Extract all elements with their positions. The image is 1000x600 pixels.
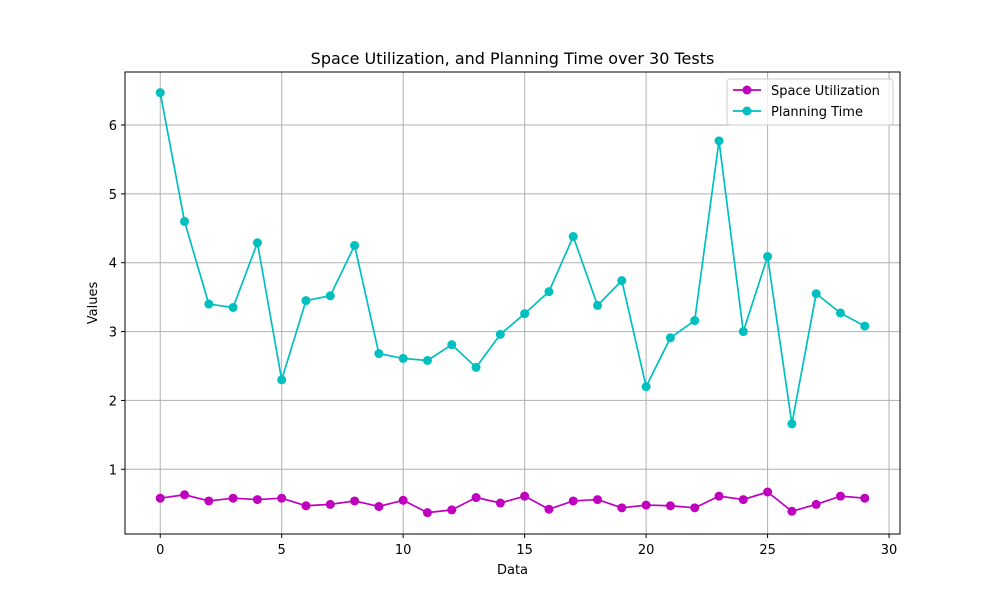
data-point-space-utilization: [593, 495, 603, 505]
chart-title: Space Utilization, and Planning Time ove…: [311, 49, 715, 68]
data-point-space-utilization: [860, 493, 870, 503]
data-point-space-utilization: [835, 491, 845, 501]
legend-box: [726, 78, 894, 126]
data-point-space-utilization: [471, 493, 481, 503]
y-tick-label: 3: [109, 326, 117, 341]
data-point-space-utilization: [325, 499, 335, 509]
data-point-space-utilization: [350, 496, 360, 506]
data-point-space-utilization: [690, 503, 700, 513]
data-point-planning-time: [180, 216, 190, 226]
data-point-space-utilization: [520, 491, 530, 501]
legend-label-planning-time: Planning Time: [771, 105, 863, 120]
data-point-space-utilization: [204, 496, 214, 506]
data-point-planning-time: [422, 355, 432, 365]
legend-marker-space-utilization: [742, 85, 752, 95]
data-point-space-utilization: [228, 493, 238, 503]
data-point-space-utilization: [301, 501, 311, 511]
data-point-planning-time: [398, 353, 408, 363]
y-tick-label: 5: [109, 188, 117, 203]
y-tick-label: 1: [109, 463, 117, 478]
data-point-planning-time: [301, 296, 311, 306]
y-tick-label: 4: [109, 257, 117, 272]
data-point-planning-time: [277, 375, 287, 385]
data-point-planning-time: [155, 88, 165, 98]
data-series: [155, 88, 870, 518]
data-point-planning-time: [714, 136, 724, 146]
plot-frame: [124, 71, 901, 535]
x-tick-label: 5: [278, 543, 286, 558]
y-tick-label: 6: [109, 119, 117, 134]
data-point-planning-time: [787, 419, 797, 429]
data-point-space-utilization: [374, 501, 384, 511]
data-point-planning-time: [325, 291, 335, 301]
data-point-space-utilization: [568, 496, 578, 506]
data-point-space-utilization: [447, 505, 457, 515]
data-point-planning-time: [860, 321, 870, 331]
data-point-space-utilization: [422, 508, 432, 518]
data-point-space-utilization: [617, 503, 627, 513]
axis-ticks: 0 5 10 15 20 25 30 1 2 3 4 5 6: [109, 119, 898, 558]
data-point-planning-time: [568, 232, 578, 242]
y-axis-label: Values: [86, 282, 101, 325]
data-point-space-utilization: [398, 495, 408, 505]
series-line-planning-time: [159, 92, 866, 425]
data-point-planning-time: [835, 308, 845, 318]
legend-marker-planning-time: [742, 106, 752, 116]
legend: Space Utilization Planning Time: [726, 78, 894, 126]
data-point-planning-time: [811, 289, 821, 299]
data-point-planning-time: [520, 309, 530, 319]
series-space-utilization: [155, 487, 870, 518]
data-point-space-utilization: [665, 501, 675, 511]
x-axis-label: Data: [497, 563, 528, 578]
data-point-space-utilization: [180, 490, 190, 500]
x-tick-label: 30: [881, 543, 898, 558]
data-point-planning-time: [593, 300, 603, 310]
data-point-space-utilization: [811, 499, 821, 509]
x-tick-label: 10: [395, 543, 412, 558]
data-point-space-utilization: [763, 487, 773, 497]
data-point-planning-time: [471, 362, 481, 372]
x-tick-label: 0: [156, 543, 164, 558]
legend-label-space-utilization: Space Utilization: [771, 84, 880, 99]
data-point-planning-time: [252, 238, 262, 248]
x-tick-label: 25: [759, 543, 776, 558]
data-point-space-utilization: [714, 491, 724, 501]
data-point-planning-time: [641, 382, 651, 392]
data-point-space-utilization: [787, 506, 797, 516]
data-point-planning-time: [738, 327, 748, 337]
data-point-planning-time: [665, 333, 675, 343]
data-point-planning-time: [617, 276, 627, 286]
x-tick-label: 20: [638, 543, 655, 558]
x-tick-label: 15: [516, 543, 533, 558]
data-point-planning-time: [374, 349, 384, 359]
data-point-planning-time: [690, 316, 700, 326]
series-planning-time: [155, 88, 870, 429]
data-point-space-utilization: [155, 493, 165, 503]
data-point-space-utilization: [641, 500, 651, 510]
data-point-planning-time: [228, 302, 238, 312]
data-point-planning-time: [350, 241, 360, 251]
data-point-space-utilization: [738, 495, 748, 505]
data-point-planning-time: [763, 252, 773, 262]
data-point-space-utilization: [277, 493, 287, 503]
grid-lines: [125, 72, 900, 534]
data-point-space-utilization: [495, 498, 505, 508]
data-point-planning-time: [447, 340, 457, 350]
data-point-planning-time: [495, 329, 505, 339]
data-point-space-utilization: [252, 495, 262, 505]
y-tick-label: 2: [109, 394, 117, 409]
data-point-planning-time: [204, 299, 214, 309]
data-point-space-utilization: [544, 504, 554, 514]
data-point-planning-time: [544, 287, 554, 297]
